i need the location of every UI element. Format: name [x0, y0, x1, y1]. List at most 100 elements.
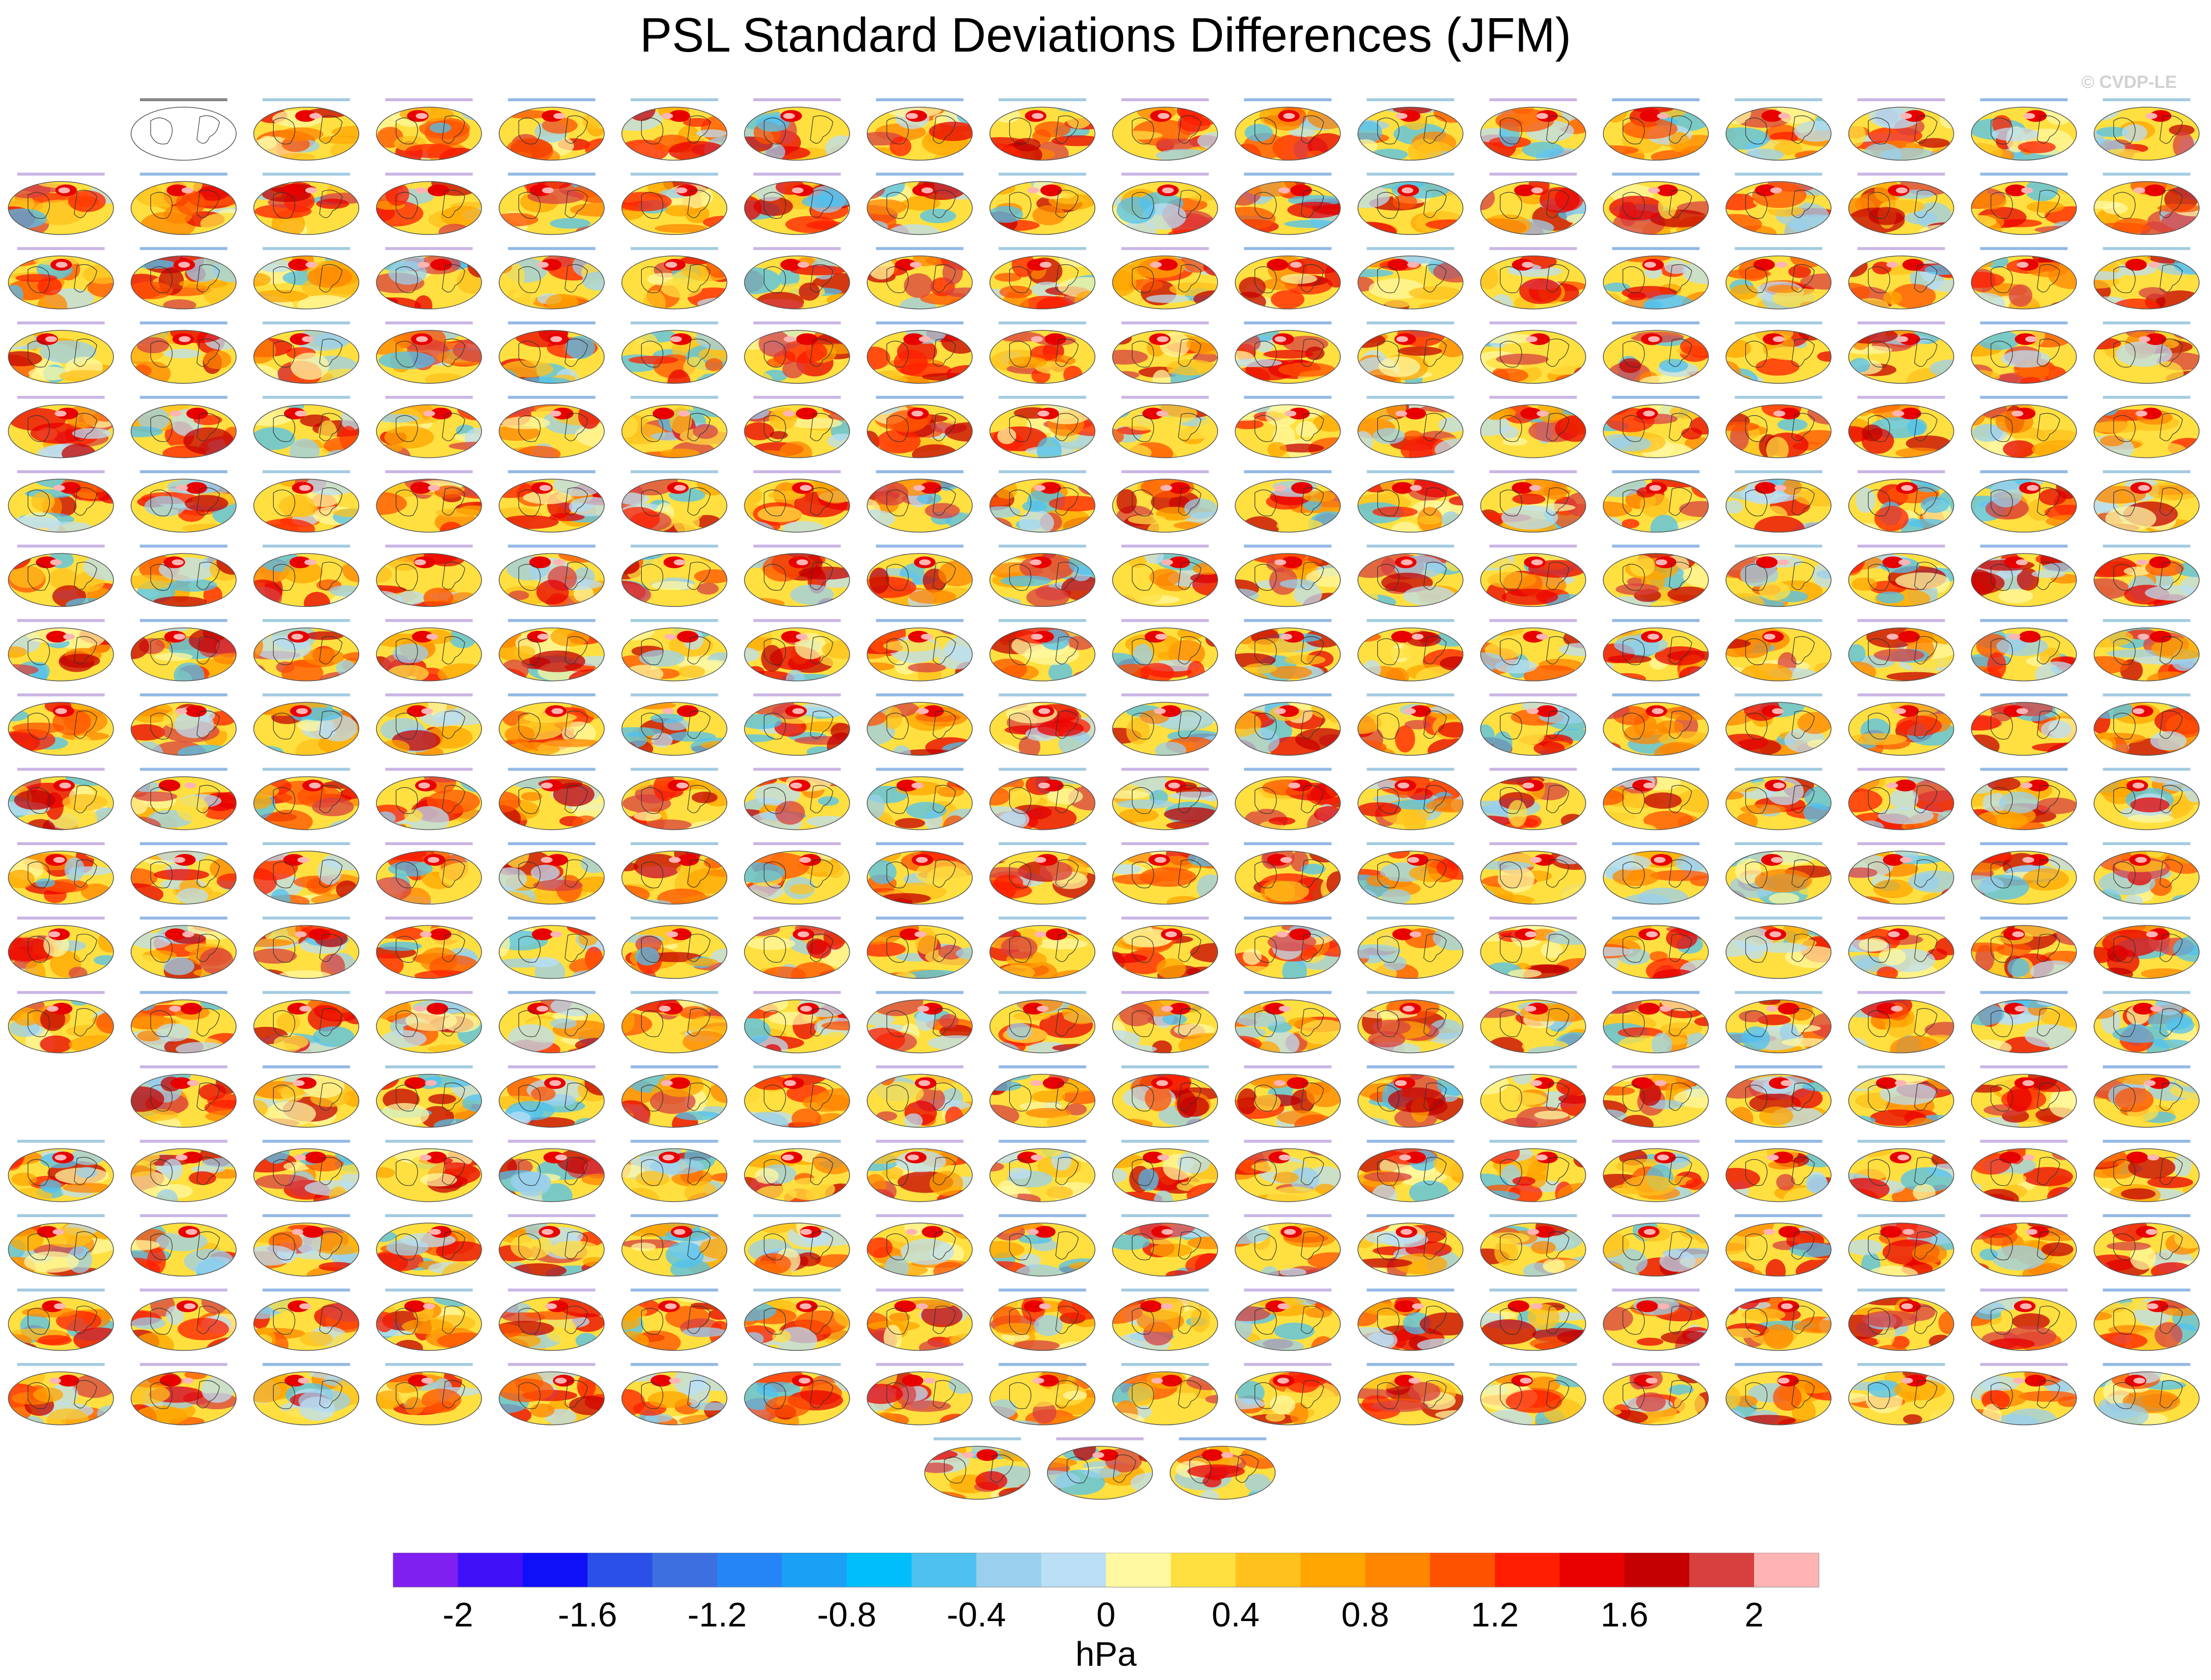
difference-map-panel [621, 916, 728, 979]
difference-map-panel [1480, 1288, 1587, 1351]
difference-map-panel [989, 1288, 1096, 1351]
difference-map-panel [989, 396, 1096, 458]
difference-map-panel [376, 1139, 482, 1202]
difference-map-panel [8, 396, 114, 458]
difference-map-panel [376, 1363, 482, 1425]
difference-map-panel [1235, 470, 1341, 533]
difference-map-panel [1971, 842, 2077, 905]
difference-map-panel [8, 1363, 114, 1425]
difference-map-panel [744, 1363, 850, 1425]
difference-map-panel [376, 321, 482, 384]
difference-map-panel [376, 172, 482, 235]
difference-map-panel [253, 1139, 360, 1202]
difference-map-panel [253, 619, 360, 682]
colorbar-swatch [457, 1553, 523, 1587]
difference-map-panel [8, 470, 114, 533]
difference-map-panel [744, 321, 850, 384]
difference-map-panel [376, 916, 482, 979]
difference-map-panel [1603, 1288, 1709, 1351]
difference-map-panel [1971, 693, 2077, 756]
colorbar-tick-label: -1.2 [687, 1595, 747, 1634]
difference-map-panel [621, 1214, 728, 1277]
difference-map-panel [1112, 916, 1219, 979]
difference-map-panel [1603, 991, 1709, 1054]
difference-map-panel [1848, 693, 1955, 756]
difference-map-panel [376, 247, 482, 310]
difference-map-panel [2094, 842, 2200, 905]
difference-map-panel [130, 247, 237, 310]
difference-map-panel [1971, 544, 2077, 607]
colorbar-tick-label: 2 [1745, 1595, 1764, 1634]
difference-map-panel [1112, 470, 1219, 533]
difference-map-panel [867, 768, 973, 830]
difference-map-panel [499, 1363, 605, 1425]
difference-map-panel [2094, 172, 2200, 235]
difference-map-panel [1235, 693, 1341, 756]
difference-map-panel [1848, 768, 1955, 830]
difference-map-panel [621, 693, 728, 756]
difference-map-panel [1726, 916, 1832, 979]
difference-map-panel [8, 768, 114, 830]
difference-map-panel [1726, 172, 1832, 235]
difference-map-panel [1235, 1214, 1341, 1277]
difference-map-panel [1357, 247, 1464, 310]
difference-map-panel [1480, 619, 1587, 682]
difference-map-panel [1726, 396, 1832, 458]
difference-map-panel [1112, 619, 1219, 682]
difference-map-panel [2094, 544, 2200, 607]
difference-map-panel [1726, 842, 1832, 905]
colorbar-swatch [911, 1553, 977, 1587]
difference-map-panel [1235, 619, 1341, 682]
difference-map-panel [867, 1288, 973, 1351]
difference-map-panel [1726, 470, 1832, 533]
difference-map-panel [621, 544, 728, 607]
colorbar-swatch [1041, 1553, 1106, 1587]
colorbar-swatch [1300, 1553, 1366, 1587]
difference-map-panel [130, 321, 237, 384]
difference-map-panel [2094, 321, 2200, 384]
difference-map-panel [867, 693, 973, 756]
colorbar-tick-label: -0.4 [947, 1595, 1006, 1634]
difference-map-panel [499, 991, 605, 1054]
difference-map-panel [376, 1065, 482, 1128]
difference-map-panel [1971, 98, 2077, 161]
difference-map-panel [253, 693, 360, 756]
difference-map-panel [621, 1139, 728, 1202]
difference-map-panel [1971, 1065, 2077, 1128]
difference-map-panel [867, 396, 973, 458]
difference-map-panel [1848, 470, 1955, 533]
difference-map-panel [130, 1214, 237, 1277]
difference-map-panel [621, 98, 728, 161]
difference-map-panel [1235, 98, 1341, 161]
difference-map-panel [1848, 1288, 1955, 1351]
difference-map-panel [2094, 396, 2200, 458]
difference-map-panel [1726, 1139, 1832, 1202]
difference-map-panel [1848, 1214, 1955, 1277]
difference-map-panel [1357, 1288, 1464, 1351]
difference-map-panel [1480, 1214, 1587, 1277]
difference-map-panel [376, 396, 482, 458]
difference-map-panel [1603, 98, 1709, 161]
watermark: © CVDP-LE [2081, 72, 2177, 92]
difference-map-panel [989, 991, 1096, 1054]
difference-map-panel [744, 98, 850, 161]
difference-map-panel [1235, 544, 1341, 607]
difference-map-panel [8, 916, 114, 979]
difference-map-panel [1357, 768, 1464, 830]
difference-map-panel [744, 916, 850, 979]
difference-map-panel [1480, 470, 1587, 533]
difference-map-panel [253, 916, 360, 979]
difference-map-panel [867, 321, 973, 384]
difference-map-panel [499, 1065, 605, 1128]
difference-map-panel [2094, 1288, 2200, 1351]
difference-map-panel [2094, 991, 2200, 1054]
difference-map-panel [1357, 619, 1464, 682]
difference-map-panel [1235, 1363, 1341, 1425]
difference-map-panel [1480, 172, 1587, 235]
difference-map-panel [989, 321, 1096, 384]
difference-map-panel [1603, 693, 1709, 756]
difference-map-panel [8, 321, 114, 384]
difference-map-panel [253, 470, 360, 533]
difference-map-panel [1357, 1214, 1464, 1277]
difference-map-panel [1848, 98, 1955, 161]
